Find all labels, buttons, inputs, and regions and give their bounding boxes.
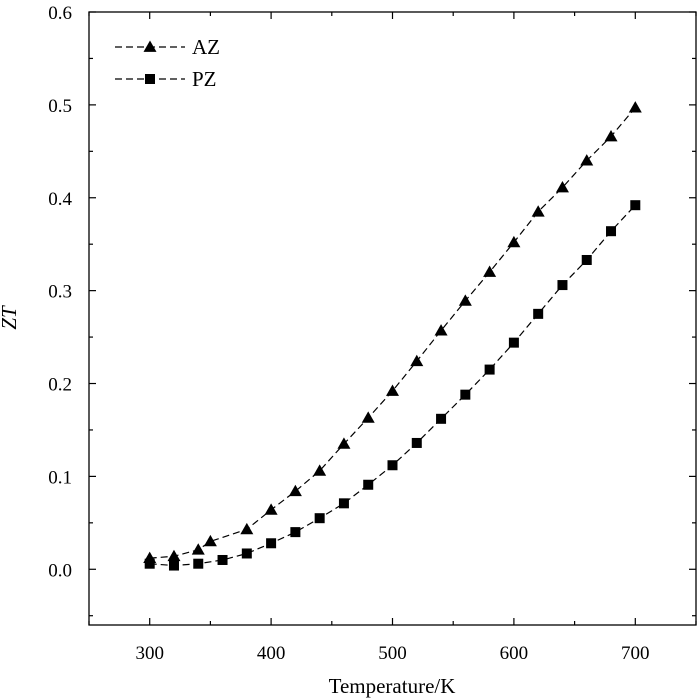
square-marker [290, 527, 301, 538]
triangle-marker [580, 154, 594, 166]
plot-frame [88, 11, 697, 626]
triangle-marker [203, 534, 217, 547]
triangle-marker [240, 522, 254, 535]
legend: AZ PZ [115, 35, 220, 91]
series-group [143, 101, 642, 571]
square-marker [411, 437, 422, 448]
y-tick-label: 0.6 [48, 3, 72, 24]
y-tick-label: 0.4 [48, 189, 72, 210]
square-marker [144, 558, 155, 569]
triangle-marker [434, 324, 448, 336]
triangle-marker [483, 265, 497, 277]
triangle-marker [191, 543, 205, 555]
y-tick-label: 0.3 [48, 282, 72, 303]
y-tick-label: 0.0 [48, 560, 72, 581]
triangle-marker [604, 129, 618, 142]
legend-item-az: AZ [115, 35, 220, 59]
square-marker [508, 337, 519, 348]
y-axis-title: ZT [0, 305, 21, 330]
triangle-marker [555, 181, 569, 193]
series-az [143, 101, 642, 564]
x-tick-label: 500 [378, 643, 407, 664]
square-marker [241, 548, 252, 559]
legend-marker [145, 74, 155, 84]
legend-label: AZ [192, 35, 220, 59]
x-tick-label: 600 [500, 643, 529, 664]
x-tick-label: 300 [135, 643, 164, 664]
triangle-marker [288, 484, 302, 497]
axis-ticks: 300 400 500 600 700 0.0 0.1 0.2 0.3 0.4 0.5 0.6 [48, 3, 697, 664]
square-marker [193, 558, 204, 569]
triangle-marker [410, 354, 424, 367]
series-line [149, 107, 636, 559]
square-marker [581, 254, 592, 265]
y-tick-label: 0.2 [48, 375, 72, 396]
series-pz [144, 200, 641, 571]
triangle-marker [628, 101, 642, 113]
square-marker [460, 389, 471, 400]
square-marker [484, 364, 495, 375]
triangle-marker [167, 549, 181, 562]
y-tick-label: 0.1 [48, 467, 72, 488]
legend-item-pz: PZ [115, 67, 217, 91]
square-marker [533, 308, 544, 319]
triangle-marker [337, 437, 351, 449]
legend-marker [143, 40, 157, 52]
x-tick-label: 700 [621, 643, 650, 664]
triangle-marker [386, 384, 399, 396]
square-marker [436, 413, 447, 424]
square-marker [606, 226, 617, 237]
x-axis-title: Temperature/K [329, 674, 456, 698]
square-marker [387, 460, 398, 471]
square-marker [168, 560, 179, 571]
square-marker [338, 498, 349, 509]
legend-label: PZ [192, 67, 217, 91]
square-marker [363, 479, 374, 490]
square-marker [314, 513, 325, 524]
square-marker [266, 538, 277, 549]
triangle-marker [313, 464, 327, 476]
square-marker [217, 554, 228, 565]
triangle-marker [264, 503, 278, 515]
triangle-marker [507, 235, 521, 248]
triangle-marker [361, 411, 375, 423]
x-tick-label: 400 [257, 643, 286, 664]
triangle-marker [531, 205, 545, 217]
y-tick-label: 0.5 [48, 96, 72, 117]
square-marker [557, 280, 568, 291]
triangle-marker [458, 294, 472, 306]
square-marker [630, 200, 641, 211]
